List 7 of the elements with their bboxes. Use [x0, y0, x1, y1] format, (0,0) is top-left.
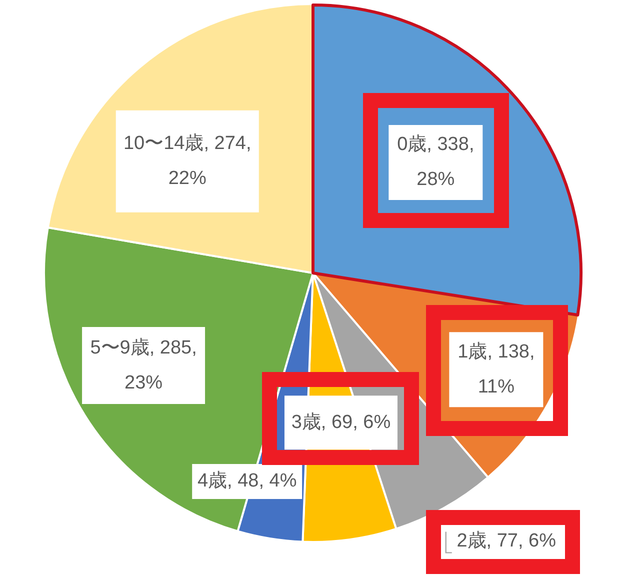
slice-label: 3歳, 69, 6%: [291, 412, 391, 433]
slice-label: 5〜9歳, 285, 23%: [90, 337, 197, 394]
slice-label: 1歳, 138, 11%: [458, 341, 535, 398]
slice-label: 0歳, 338, 28%: [397, 134, 474, 190]
slice-label: 2歳, 77, 6%: [456, 530, 556, 552]
slice-label: 10〜14歳, 274, 22%: [123, 133, 252, 190]
slice-label: 4歳, 48, 4%: [197, 470, 297, 492]
